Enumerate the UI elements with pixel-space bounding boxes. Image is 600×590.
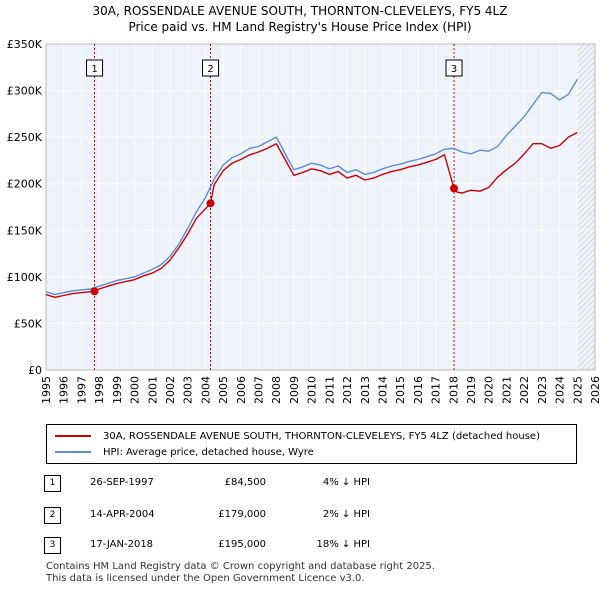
y-tick-label: £150K — [7, 224, 43, 237]
sale-marker-label: 2 — [207, 64, 213, 75]
x-tick-label: 2025 — [571, 376, 584, 404]
y-tick-label: £350K — [7, 38, 43, 51]
legend-item-hpi: HPI: Average price, detached house, Wyre — [55, 444, 314, 460]
legend-price-label: 30A, ROSSENDALE AVENUE SOUTH, THORNTON-C… — [103, 430, 540, 442]
x-tick-label: 2015 — [394, 376, 407, 404]
x-tick-label: 2006 — [235, 376, 248, 404]
x-tick-label: 2024 — [554, 376, 567, 404]
y-tick-label: £200K — [7, 178, 43, 191]
sale-hpi-diff: 18% ↓ HPI — [316, 539, 370, 550]
x-tick-label: 2004 — [199, 376, 212, 404]
x-tick-label: 2023 — [536, 376, 549, 404]
legend-item-price: 30A, ROSSENDALE AVENUE SOUTH, THORNTON-C… — [55, 428, 540, 444]
x-tick-label: 2021 — [500, 376, 513, 404]
y-tick-label: £250K — [7, 131, 43, 144]
x-tick-label: 1998 — [93, 376, 106, 404]
x-tick-label: 2011 — [323, 376, 336, 404]
legend-hpi-swatch — [55, 451, 91, 453]
x-tick-label: 2012 — [341, 376, 354, 404]
sale-number-badge: 1 — [44, 475, 61, 492]
y-tick-label: £300K — [7, 85, 43, 98]
x-tick-label: 1995 — [40, 376, 53, 404]
x-tick-label: 2016 — [412, 376, 425, 404]
sale-hpi-diff: 2% ↓ HPI — [322, 509, 370, 520]
x-tick-label: 1996 — [58, 376, 71, 404]
x-tick-label: 2013 — [359, 376, 372, 404]
footer-copyright: Contains HM Land Registry data © Crown c… — [46, 561, 435, 572]
x-tick-label: 2017 — [430, 376, 443, 404]
x-tick-label: 2010 — [306, 376, 319, 404]
sale-date: 17-JAN-2018 — [90, 539, 154, 550]
sale-point — [206, 199, 215, 208]
price-paid-line — [45, 131, 578, 298]
hpi-line — [45, 79, 578, 296]
y-tick-label: £50K — [14, 317, 43, 330]
chart-legend: 30A, ROSSENDALE AVENUE SOUTH, THORNTON-C… — [46, 424, 577, 464]
x-tick-label: 2007 — [253, 376, 266, 404]
x-tick-label: 2014 — [376, 376, 389, 404]
x-tick-label: 2000 — [129, 376, 142, 404]
chart-title-line1: 30A, ROSSENDALE AVENUE SOUTH, THORNTON-C… — [92, 4, 508, 18]
sale-price: £84,500 — [224, 477, 266, 488]
sale-price: £195,000 — [218, 539, 266, 550]
sale-marker-label: 1 — [91, 64, 97, 75]
sale-date: 14-APR-2004 — [90, 509, 155, 520]
sale-marker-label: 3 — [451, 64, 457, 75]
sale-number-badge: 3 — [44, 537, 61, 554]
sale-hpi-diff: 4% ↓ HPI — [322, 477, 370, 488]
y-tick-label: £0 — [28, 364, 42, 377]
sale-marker-box — [86, 59, 104, 77]
sale-date: 26-SEP-1997 — [90, 477, 154, 488]
x-tick-label: 2001 — [146, 376, 159, 404]
sale-point — [450, 184, 459, 193]
x-tick-label: 2002 — [164, 376, 177, 404]
y-tick-label: £100K — [7, 271, 43, 284]
footer-licence: This data is licensed under the Open Gov… — [46, 573, 365, 584]
x-tick-label: 1999 — [111, 376, 124, 404]
sale-price: £179,000 — [218, 509, 266, 520]
chart-title-line2: Price paid vs. HM Land Registry's House … — [128, 20, 472, 34]
x-tick-label: 2018 — [447, 376, 460, 404]
sale-marker-box — [202, 59, 220, 77]
x-tick-label: 2022 — [518, 376, 531, 404]
x-tick-label: 2009 — [288, 376, 301, 404]
x-tick-label: 2008 — [270, 376, 283, 404]
price-chart: £0 £50K £100K £150K £200K £250K £300K £350K 1995… — [7, 38, 600, 404]
x-tick-label: 2003 — [182, 376, 195, 404]
x-tick-label: 2026 — [589, 376, 600, 404]
sale-number-badge: 2 — [44, 507, 61, 524]
legend-hpi-label: HPI: Average price, detached house, Wyre — [103, 446, 314, 458]
future-hatch-area — [577, 44, 595, 370]
x-tick-label: 2019 — [465, 376, 478, 404]
sale-point — [90, 287, 99, 296]
x-tick-label: 2005 — [217, 376, 230, 404]
x-tick-label: 1997 — [75, 376, 88, 404]
x-tick-label: 2020 — [483, 376, 496, 404]
sale-marker-box — [445, 59, 463, 77]
plot-frame — [45, 43, 596, 371]
legend-price-swatch — [55, 435, 91, 437]
plot-background — [46, 44, 595, 370]
